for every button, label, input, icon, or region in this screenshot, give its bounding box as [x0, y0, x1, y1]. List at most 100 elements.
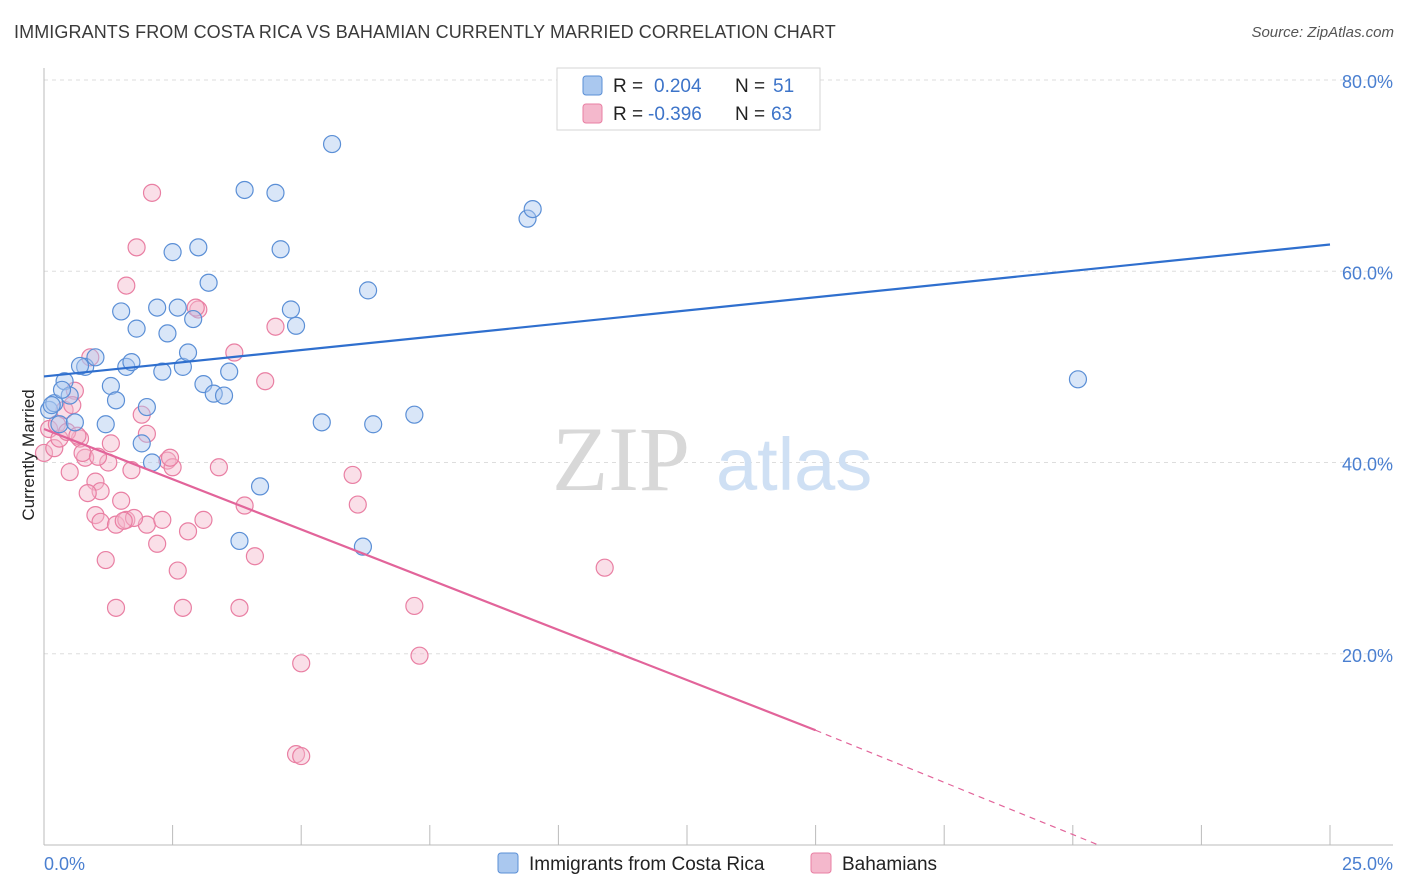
bahamians-point [266, 317, 285, 336]
costa-rica-point [523, 199, 542, 219]
costa-rica-points [40, 134, 1088, 556]
costa-rica-point [163, 243, 182, 262]
legend-n-value-2: 63 [771, 104, 792, 125]
bahamians-point [178, 522, 198, 541]
legend-r-label-1: R = [613, 76, 643, 97]
bahamians-trend-line [43, 428, 816, 732]
costa-rica-point [220, 362, 239, 381]
costa-rica-point [101, 376, 120, 396]
bahamians-point [112, 491, 131, 510]
costa-rica-point [199, 273, 218, 292]
costa-rica-point [52, 380, 72, 399]
legend-swatch-pink [582, 103, 603, 124]
costa-rica-point [112, 302, 131, 321]
bahamians-point [173, 598, 192, 617]
y-tick-label: 80.0% [1342, 72, 1393, 92]
costa-rica-point [168, 298, 187, 317]
bahamians-point [45, 439, 64, 458]
y-tick-label: 40.0% [1342, 455, 1393, 475]
y-tick-label: 60.0% [1342, 263, 1393, 283]
bahamians-point [209, 458, 228, 477]
bahamians-point [168, 561, 187, 580]
bahamians-point [348, 495, 367, 514]
bahamians-point [142, 183, 162, 202]
bahamians-point [160, 448, 180, 467]
gridlines [44, 79, 1393, 655]
watermark: ZIP atlas [552, 408, 872, 510]
costa-rica-point [184, 309, 203, 329]
bahamians-point [76, 448, 95, 467]
costa-rica-point [1068, 370, 1088, 389]
bahamians-point [230, 598, 249, 617]
bahamians-point [186, 298, 205, 317]
bahamians-point [34, 443, 54, 463]
bahamians-point [405, 596, 424, 616]
costa-rica-trend-line [43, 243, 1331, 378]
costa-rica-point [50, 415, 69, 434]
costa-rica-point [96, 415, 115, 434]
bahamians-point [189, 300, 208, 319]
axes [43, 68, 1393, 846]
trend-lines [43, 243, 1331, 846]
costa-rica-point [322, 134, 342, 154]
costa-rica-point [235, 180, 254, 200]
costa-rica-point [132, 434, 151, 453]
bahamians-point [153, 510, 172, 529]
costa-rica-point [153, 362, 172, 381]
bahamians-point [60, 462, 79, 482]
bahamians-point [245, 547, 265, 566]
costa-rica-point [364, 415, 383, 434]
costa-rica-point [86, 348, 105, 367]
bahamians-point [106, 598, 126, 617]
costa-rica-point [148, 298, 167, 317]
bahamians-point [595, 558, 614, 577]
source-credit: Source: ZipAtlas.com [1251, 24, 1394, 41]
bahamians-point [127, 238, 146, 257]
bahamians-point [343, 465, 362, 485]
costa-rica-point [70, 356, 90, 376]
correlation-legend: R = 0.204 N = 51 R = -0.396 N = 63 [556, 67, 821, 131]
bahamians-point [410, 646, 429, 665]
costa-rica-point [286, 316, 306, 335]
legend-n-label-2: N = [735, 104, 765, 125]
bahamians-point [137, 424, 156, 443]
costa-rica-point [358, 281, 378, 300]
costa-rica-point [518, 209, 537, 228]
y-tick-labels: 20.0% 40.0% 60.0% 80.0% [1342, 72, 1393, 666]
bahamians-point [124, 508, 144, 528]
costa-rica-point [405, 405, 424, 424]
costa-rica-point [250, 477, 270, 496]
costa-rica-point [45, 394, 64, 413]
legend-r-value-1: 0.204 [654, 76, 702, 97]
legend-r-value-2: -0.396 [648, 104, 702, 125]
legend-r-label-2: R = [613, 104, 643, 125]
legend-swatch-blue [582, 75, 603, 96]
costa-rica-point [189, 238, 208, 257]
costa-rica-point [281, 300, 301, 319]
legend-n-label-1: N = [735, 76, 765, 97]
bahamians-point [96, 550, 115, 570]
x-tick-labels: 0.0% 25.0% [44, 854, 1393, 874]
costa-rica-point [266, 183, 285, 202]
series-legend-label-2: Bahamians [842, 854, 937, 875]
x-tick-label: 0.0% [44, 854, 85, 874]
bahamians-point [292, 746, 311, 766]
watermark-atlas: atlas [716, 423, 872, 506]
bahamians-point [117, 276, 136, 295]
costa-rica-point [158, 324, 177, 343]
series-legend-label-1: Immigrants from Costa Rica [529, 854, 765, 875]
series-legend-swatch-blue [497, 852, 519, 874]
bahamians-trend-extension [815, 729, 1099, 846]
chart-title: IMMIGRANTS FROM COSTA RICA VS BAHAMIAN C… [14, 22, 836, 42]
costa-rica-point [230, 531, 249, 551]
costa-rica-point [214, 386, 234, 405]
legend-n-value-1: 51 [773, 76, 794, 97]
costa-rica-point [42, 396, 61, 415]
costa-rica-point [271, 240, 290, 259]
costa-rica-point [65, 413, 84, 432]
x-tick-label: 25.0% [1342, 854, 1393, 874]
y-axis-label: Currently Married [19, 389, 38, 520]
costa-rica-point [106, 391, 126, 410]
costa-rica-point [127, 319, 146, 338]
